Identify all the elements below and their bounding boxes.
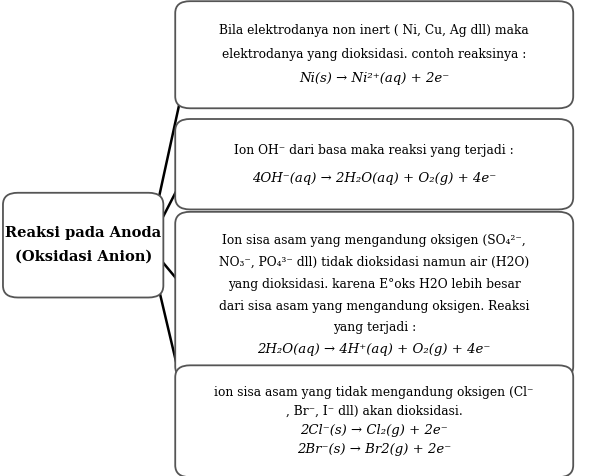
FancyBboxPatch shape: [3, 193, 163, 298]
FancyBboxPatch shape: [175, 212, 573, 378]
Text: Ion sisa asam yang mengandung oksigen (SO₄²⁻,: Ion sisa asam yang mengandung oksigen (S…: [222, 234, 526, 247]
Text: NO₃⁻, PO₄³⁻ dll) tidak dioksidasi namun air (H2O): NO₃⁻, PO₄³⁻ dll) tidak dioksidasi namun …: [219, 256, 529, 269]
FancyBboxPatch shape: [175, 119, 573, 209]
Text: 2Br⁻(s) → Br2(g) + 2e⁻: 2Br⁻(s) → Br2(g) + 2e⁻: [297, 444, 451, 456]
Text: , Br⁻, I⁻ dll) akan dioksidasi.: , Br⁻, I⁻ dll) akan dioksidasi.: [286, 405, 463, 418]
Text: 2H₂O(aq) → 4H⁺(aq) + O₂(g) + 4e⁻: 2H₂O(aq) → 4H⁺(aq) + O₂(g) + 4e⁻: [258, 343, 491, 357]
Text: dari sisa asam yang mengandung oksigen. Reaksi: dari sisa asam yang mengandung oksigen. …: [219, 299, 529, 313]
Text: Bila elektrodanya non inert ( Ni, Cu, Ag dll) maka: Bila elektrodanya non inert ( Ni, Cu, Ag…: [219, 24, 529, 37]
Text: ion sisa asam yang tidak mengandung oksigen (Cl⁻: ion sisa asam yang tidak mengandung oksi…: [214, 386, 534, 399]
Text: Ion OH⁻ dari basa maka reaksi yang terjadi :: Ion OH⁻ dari basa maka reaksi yang terja…: [235, 144, 514, 157]
FancyBboxPatch shape: [175, 1, 573, 109]
Text: 4OH⁻(aq) → 2H₂O(aq) + O₂(g) + 4e⁻: 4OH⁻(aq) → 2H₂O(aq) + O₂(g) + 4e⁻: [252, 171, 497, 185]
FancyBboxPatch shape: [175, 366, 573, 476]
Text: yang dioksidasi. karena E°oks H2O lebih besar: yang dioksidasi. karena E°oks H2O lebih …: [228, 278, 520, 291]
Text: elektrodanya yang dioksidasi. contoh reaksinya :: elektrodanya yang dioksidasi. contoh rea…: [222, 48, 526, 61]
Text: (Oksidasi Anion): (Oksidasi Anion): [14, 250, 152, 264]
Text: Reaksi pada Anoda: Reaksi pada Anoda: [5, 226, 161, 240]
Text: Ni(s) → Ni²⁺(aq) + 2e⁻: Ni(s) → Ni²⁺(aq) + 2e⁻: [299, 72, 449, 85]
Text: 2Cl⁻(s) → Cl₂(g) + 2e⁻: 2Cl⁻(s) → Cl₂(g) + 2e⁻: [301, 424, 448, 437]
Text: yang terjadi :: yang terjadi :: [333, 321, 416, 335]
